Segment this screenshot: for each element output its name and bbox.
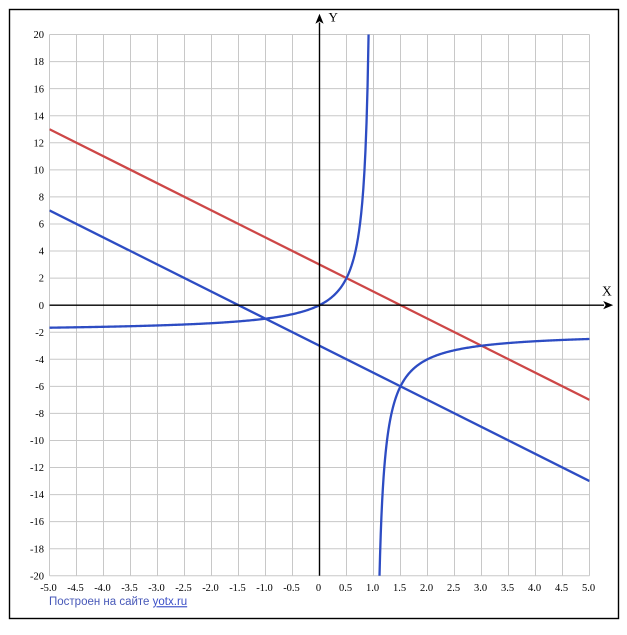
- svg-text:Y: Y: [329, 10, 339, 25]
- svg-text:1.0: 1.0: [366, 583, 379, 594]
- svg-text:2: 2: [39, 274, 44, 285]
- svg-text:-18: -18: [30, 544, 44, 555]
- svg-text:-1.5: -1.5: [229, 583, 246, 594]
- svg-text:-3.0: -3.0: [148, 583, 165, 594]
- svg-text:2.0: 2.0: [420, 583, 433, 594]
- svg-text:10: 10: [34, 165, 45, 176]
- svg-text:-10: -10: [30, 436, 44, 447]
- svg-text:16: 16: [34, 84, 45, 95]
- svg-text:0.5: 0.5: [339, 583, 352, 594]
- svg-text:0: 0: [316, 583, 321, 594]
- svg-text:5.0: 5.0: [582, 583, 595, 594]
- svg-text:-20: -20: [30, 571, 44, 582]
- svg-text:14: 14: [34, 111, 45, 122]
- svg-text:8: 8: [39, 193, 44, 204]
- svg-text:Построен на сайте yotx.ru: Построен на сайте yotx.ru: [49, 596, 187, 608]
- svg-text:-0.5: -0.5: [283, 583, 300, 594]
- svg-text:-8: -8: [35, 409, 44, 420]
- svg-text:X: X: [602, 284, 612, 299]
- svg-text:-2.0: -2.0: [202, 583, 219, 594]
- svg-text:20: 20: [34, 30, 45, 41]
- svg-text:18: 18: [34, 57, 45, 68]
- svg-text:4.5: 4.5: [555, 583, 568, 594]
- svg-text:-2.5: -2.5: [175, 583, 192, 594]
- svg-text:1.5: 1.5: [393, 583, 406, 594]
- svg-text:-6: -6: [35, 382, 44, 393]
- svg-text:-2: -2: [35, 328, 44, 339]
- svg-text:3.0: 3.0: [474, 583, 487, 594]
- svg-text:-4.5: -4.5: [67, 583, 84, 594]
- svg-text:-5.0: -5.0: [40, 583, 57, 594]
- svg-text:-16: -16: [30, 517, 44, 528]
- svg-text:12: 12: [34, 138, 45, 149]
- svg-text:-12: -12: [30, 463, 44, 474]
- svg-text:2.5: 2.5: [447, 583, 460, 594]
- svg-text:-3.5: -3.5: [121, 583, 138, 594]
- svg-text:6: 6: [39, 220, 44, 231]
- svg-text:3.5: 3.5: [501, 583, 514, 594]
- svg-text:-1.0: -1.0: [256, 583, 273, 594]
- svg-text:0: 0: [39, 301, 44, 312]
- svg-text:-4.0: -4.0: [94, 583, 111, 594]
- svg-text:4: 4: [39, 247, 45, 258]
- svg-text:-14: -14: [30, 490, 45, 501]
- svg-text:-4: -4: [35, 355, 44, 366]
- svg-text:4.0: 4.0: [528, 583, 541, 594]
